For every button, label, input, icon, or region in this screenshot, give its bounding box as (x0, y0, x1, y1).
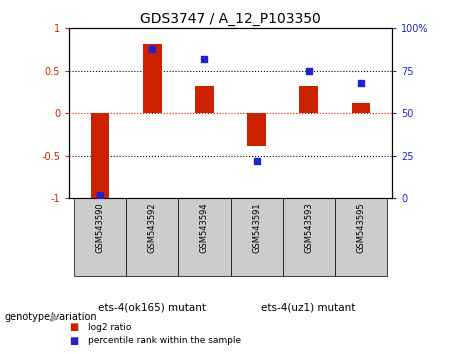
Bar (91, 113, 110, 198)
Text: genotype/variation: genotype/variation (5, 312, 97, 322)
Bar (283, 198, 335, 276)
Text: GSM543594: GSM543594 (200, 202, 209, 253)
Text: ▶: ▶ (52, 312, 60, 322)
Bar (195, 86, 213, 113)
Text: GSM543592: GSM543592 (148, 202, 157, 253)
Text: log2 ratio: log2 ratio (88, 323, 131, 332)
Bar (230, 198, 283, 276)
Bar (74, 198, 126, 276)
Point (253, 158, 260, 164)
Text: GSM543590: GSM543590 (96, 202, 105, 253)
Text: ets-4(ok165) mutant: ets-4(ok165) mutant (99, 303, 207, 313)
Bar (178, 198, 230, 276)
Text: ets-4(uz1) mutant: ets-4(uz1) mutant (261, 303, 356, 313)
Text: ■: ■ (69, 322, 78, 332)
Text: GSM543593: GSM543593 (304, 202, 313, 253)
Point (305, 68, 312, 74)
Title: GDS3747 / A_12_P103350: GDS3747 / A_12_P103350 (140, 12, 321, 26)
Bar (300, 86, 318, 113)
Bar (248, 113, 266, 145)
Bar (126, 198, 178, 276)
Point (149, 46, 156, 52)
Bar (143, 44, 161, 113)
Text: ■: ■ (69, 336, 78, 346)
Text: GSM543591: GSM543591 (252, 202, 261, 253)
Bar (352, 103, 370, 113)
Point (201, 56, 208, 62)
Text: percentile rank within the sample: percentile rank within the sample (88, 336, 241, 345)
Text: GSM543595: GSM543595 (356, 202, 365, 253)
Point (357, 80, 364, 86)
Point (97, 192, 104, 198)
Bar (335, 198, 387, 276)
